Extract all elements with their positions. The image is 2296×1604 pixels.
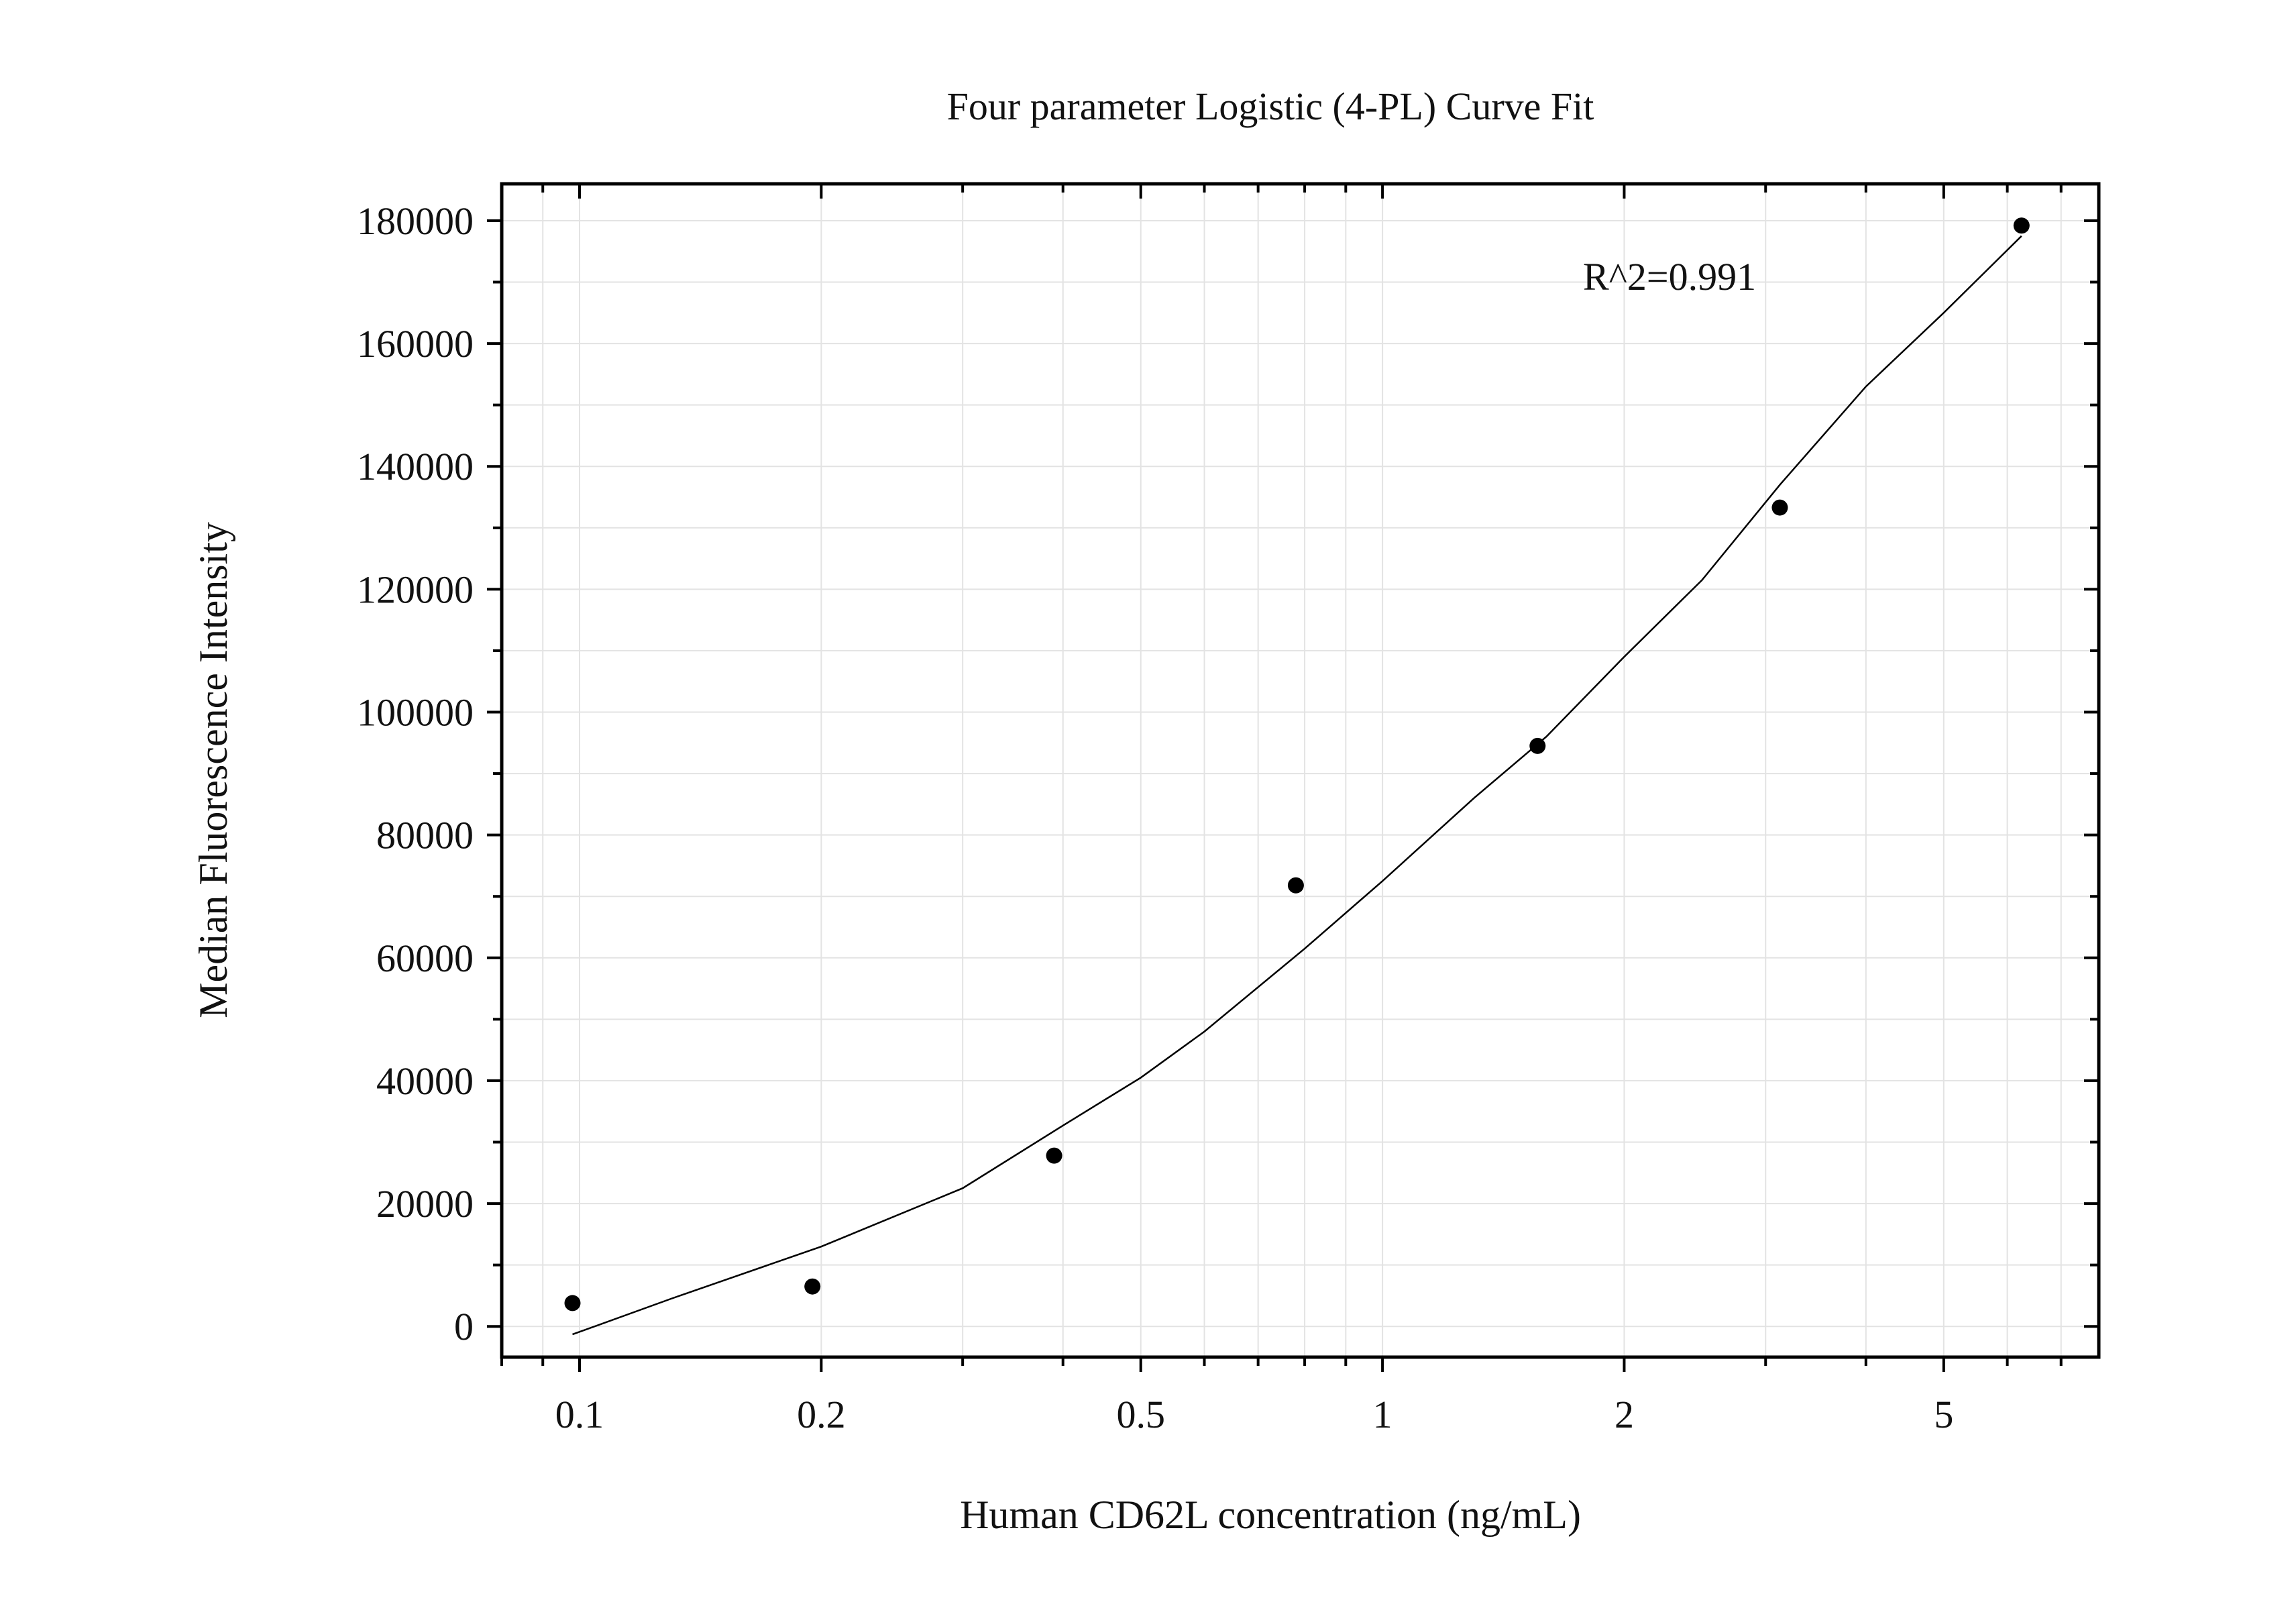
x-tick-label-2: 0.5 <box>1116 1393 1165 1436</box>
data-points <box>564 217 2030 1312</box>
data-point-1 <box>804 1278 821 1295</box>
y-tick-labels: 0 20000 40000 60000 80000 100000 120000 140000 1… <box>357 199 474 1348</box>
r-squared-annotation: R^2=0.991 <box>1583 255 1756 299</box>
y-tick-label-8: 160000 <box>357 322 474 366</box>
fit-curve <box>572 235 2022 1336</box>
x-axis-label: Human CD62L concentration (ng/mL) <box>960 1493 1581 1537</box>
data-point-6 <box>2013 217 2030 234</box>
y-tick-label-9: 180000 <box>357 199 474 243</box>
y-tick-label-7: 140000 <box>357 445 474 488</box>
data-point-4 <box>1529 737 1546 754</box>
y-tick-label-1: 20000 <box>376 1182 474 1226</box>
x-tick-label-1: 0.2 <box>797 1393 846 1436</box>
chart-title: Four parameter Logistic (4-PL) Curve Fit <box>947 85 1594 128</box>
data-point-5 <box>1771 499 1788 516</box>
x-tick-labels: 0.1 0.2 0.5 1 2 5 <box>555 1393 1954 1436</box>
plot-frame <box>500 182 2101 1359</box>
y-tick-label-5: 100000 <box>357 691 474 735</box>
y-tick-label-6: 120000 <box>357 568 474 611</box>
y-tick-label-0: 0 <box>454 1305 474 1348</box>
data-point-2 <box>1046 1147 1062 1164</box>
y-tick-label-3: 60000 <box>376 937 474 980</box>
x-tick-label-5: 5 <box>1934 1393 1953 1436</box>
y-tick-label-2: 40000 <box>376 1059 474 1103</box>
x-tick-label-4: 2 <box>1615 1393 1634 1436</box>
y-tick-label-4: 80000 <box>376 814 474 857</box>
grid-lines <box>501 184 2099 1357</box>
fit-curve-layer <box>572 235 2022 1336</box>
data-point-3 <box>1287 877 1304 894</box>
data-point-0 <box>564 1295 581 1312</box>
x-tick-label-0: 0.1 <box>555 1393 604 1436</box>
x-tick-label-3: 1 <box>1373 1393 1392 1436</box>
axis-ticks <box>487 184 2099 1372</box>
y-axis-label: Median Fluorescence Intensity <box>191 522 235 1018</box>
